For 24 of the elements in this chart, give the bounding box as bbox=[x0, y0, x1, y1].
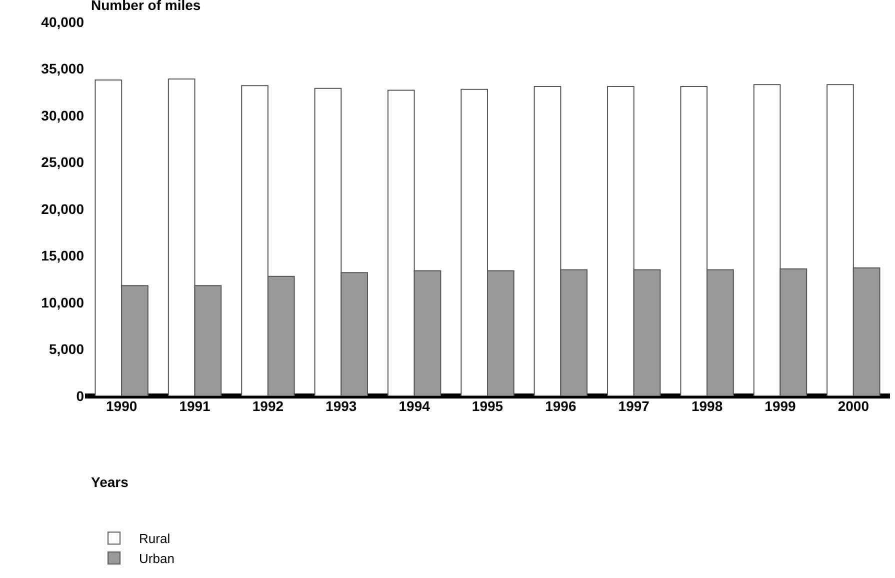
y-tick-label: 20,000 bbox=[41, 200, 84, 217]
x-tick-label: 1995 bbox=[472, 398, 504, 414]
y-axis-title: Number of miles bbox=[91, 0, 201, 13]
y-tick-label: 40,000 bbox=[41, 14, 84, 30]
x-tick-label: 1996 bbox=[545, 398, 576, 414]
legend-label: Urban bbox=[139, 551, 174, 566]
x-tick-label: 1993 bbox=[326, 398, 357, 414]
x-axis-title: Years bbox=[91, 474, 129, 490]
y-tick-label: 0 bbox=[76, 388, 84, 404]
x-tick-label: 1994 bbox=[398, 398, 430, 414]
x-tick-label: 1992 bbox=[252, 398, 284, 414]
y-tick-label: 15,000 bbox=[41, 248, 84, 264]
x-tick-label: 1997 bbox=[618, 398, 650, 414]
x-tick-label: 2000 bbox=[838, 398, 870, 414]
x-tick-label: 1991 bbox=[179, 398, 211, 414]
y-tick-label: 25,000 bbox=[41, 154, 84, 170]
legend-label: Rural bbox=[139, 531, 170, 546]
x-tick-label: 1990 bbox=[106, 398, 138, 414]
x-tick-label: 1999 bbox=[764, 398, 796, 414]
x-tick-label: 1998 bbox=[691, 398, 723, 414]
y-tick-label: 35,000 bbox=[41, 60, 84, 77]
y-tick-label: 30,000 bbox=[41, 107, 84, 124]
y-tick-label: 10,000 bbox=[41, 294, 84, 310]
y-tick-label: 5,000 bbox=[48, 341, 84, 358]
